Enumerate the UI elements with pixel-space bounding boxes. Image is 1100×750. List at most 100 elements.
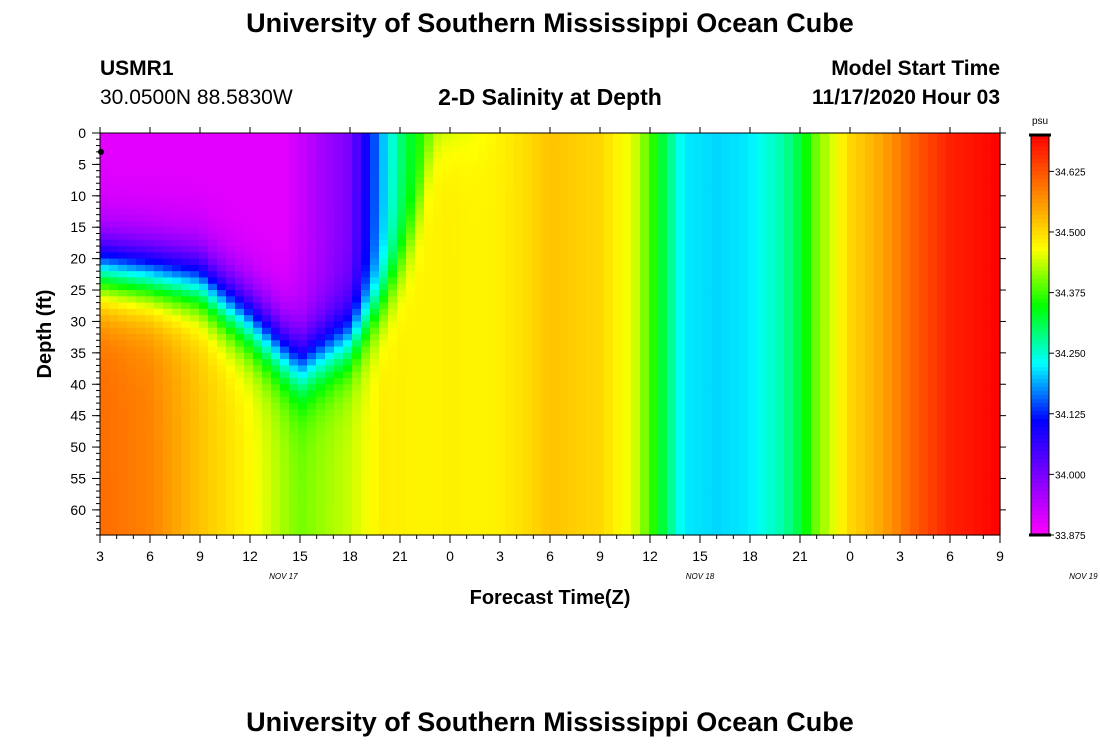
heatmap-cell xyxy=(739,390,749,398)
heatmap-cell xyxy=(253,434,263,442)
heatmap-cell xyxy=(640,421,650,429)
heatmap-cell xyxy=(235,528,245,536)
heatmap-cell xyxy=(325,359,335,367)
heatmap-cell xyxy=(226,239,236,247)
heatmap-cell xyxy=(397,296,407,304)
heatmap-cell xyxy=(451,465,461,473)
heatmap-cell xyxy=(244,409,254,417)
heatmap-cell xyxy=(667,258,677,266)
heatmap-cell xyxy=(559,308,569,316)
heatmap-cell xyxy=(667,227,677,235)
heatmap-cell xyxy=(433,164,443,172)
heatmap-cell xyxy=(307,472,317,480)
heatmap-cell xyxy=(793,440,803,448)
heatmap-cell xyxy=(361,396,371,404)
heatmap-cell xyxy=(181,528,191,536)
heatmap-cell xyxy=(433,258,443,266)
heatmap-cell xyxy=(127,227,137,235)
heatmap-cell xyxy=(433,365,443,373)
heatmap-cell xyxy=(415,158,425,166)
heatmap-cell xyxy=(172,214,182,222)
heatmap-cell xyxy=(325,377,335,385)
heatmap-cell xyxy=(109,158,119,166)
heatmap-cell xyxy=(316,164,326,172)
heatmap-cell xyxy=(370,384,380,392)
heatmap-cell xyxy=(388,189,398,197)
heatmap-cell xyxy=(640,491,650,498)
heatmap-cell xyxy=(442,170,452,178)
heatmap-cell xyxy=(415,371,425,379)
heatmap-cell xyxy=(568,214,578,222)
heatmap-cell xyxy=(712,139,722,147)
heatmap-cell xyxy=(388,371,398,379)
heatmap-cell xyxy=(226,440,236,448)
heatmap-cell xyxy=(334,478,344,486)
heatmap-cell xyxy=(559,509,569,517)
heatmap-cell xyxy=(100,491,110,498)
heatmap-cell xyxy=(550,453,560,461)
heatmap-cell xyxy=(451,296,461,304)
heatmap-cell xyxy=(505,403,515,410)
heatmap-cell xyxy=(433,440,443,448)
heatmap-cell xyxy=(388,290,398,297)
heatmap-cell xyxy=(190,497,200,505)
heatmap-cell xyxy=(541,183,551,191)
heatmap-cell xyxy=(235,503,245,511)
heatmap-cell xyxy=(442,327,452,335)
heatmap-cell xyxy=(253,214,263,222)
heatmap-cell xyxy=(721,290,731,297)
heatmap-cell xyxy=(586,183,596,191)
heatmap-cell xyxy=(505,409,515,417)
heatmap-cell xyxy=(568,497,578,505)
heatmap-cell xyxy=(253,139,263,147)
heatmap-cell xyxy=(154,503,164,511)
heatmap-cell xyxy=(793,346,803,354)
heatmap-cell xyxy=(775,139,785,147)
heatmap-cell xyxy=(505,428,515,436)
heatmap-cell xyxy=(487,239,497,247)
heatmap-cell xyxy=(235,327,245,335)
heatmap-cell xyxy=(118,214,128,222)
heatmap-cell xyxy=(622,359,632,367)
heatmap-cell xyxy=(667,139,677,147)
heatmap-cell xyxy=(271,359,281,367)
heatmap-cell xyxy=(622,421,632,429)
heatmap-cell xyxy=(145,478,155,486)
heatmap-cell xyxy=(298,377,308,385)
heatmap-cell xyxy=(586,214,596,222)
heatmap-cell xyxy=(703,208,713,216)
heatmap-cell xyxy=(190,208,200,216)
heatmap-cell xyxy=(424,176,434,184)
heatmap-cell xyxy=(478,440,488,448)
heatmap-cell xyxy=(334,220,344,228)
heatmap-cell xyxy=(406,315,416,323)
heatmap-cell xyxy=(649,227,659,235)
heatmap-cell xyxy=(496,133,506,140)
heatmap-cell xyxy=(577,264,587,272)
heatmap-cell xyxy=(289,415,299,423)
heatmap-cell xyxy=(496,509,506,517)
heatmap-cell xyxy=(343,170,353,178)
heatmap-cell xyxy=(298,258,308,266)
heatmap-cell xyxy=(649,396,659,404)
heatmap-cell xyxy=(442,227,452,235)
heatmap-cell xyxy=(136,133,146,140)
heatmap-cell xyxy=(496,516,506,524)
heatmap-cell xyxy=(109,227,119,235)
heatmap-cell xyxy=(622,290,632,297)
heatmap-cell xyxy=(298,202,308,209)
heatmap-cell xyxy=(514,271,524,279)
heatmap-cell xyxy=(415,321,425,329)
heatmap-cell xyxy=(523,246,533,253)
heatmap-cell xyxy=(712,384,722,392)
heatmap-cell xyxy=(226,509,236,517)
heatmap-cell xyxy=(262,365,272,373)
heatmap-cell xyxy=(460,396,470,404)
heatmap-cell xyxy=(721,246,731,253)
heatmap-cell xyxy=(739,334,749,341)
heatmap-cell xyxy=(703,176,713,184)
heatmap-cell xyxy=(172,497,182,505)
heatmap-cell xyxy=(316,220,326,228)
heatmap-cell xyxy=(568,440,578,448)
heatmap-cell xyxy=(586,352,596,360)
